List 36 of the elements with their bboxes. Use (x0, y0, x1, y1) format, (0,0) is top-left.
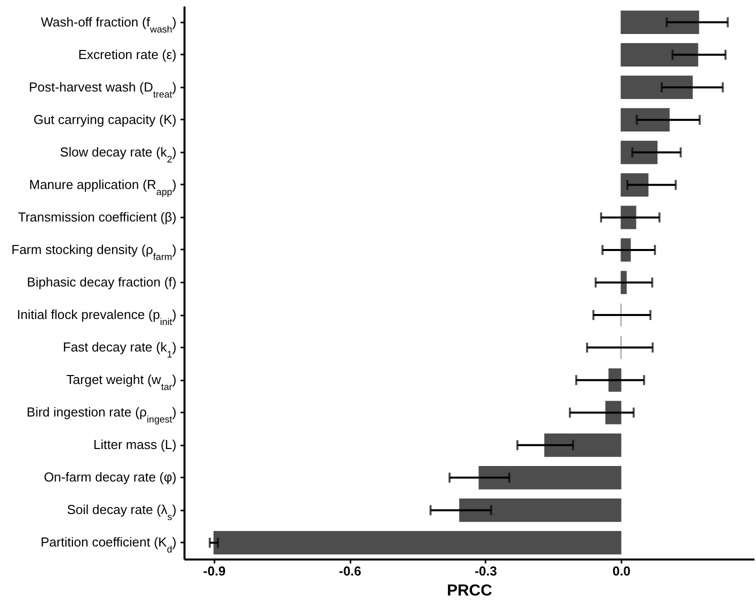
bar (605, 400, 622, 424)
bar (620, 10, 700, 34)
y-tick-label: Excretion rate (ε) (78, 46, 176, 62)
bar (544, 433, 622, 457)
bar (214, 531, 622, 554)
y-tick-label: Biphasic decay fraction (f) (26, 274, 176, 290)
y-tick-label: Manure application (R$_{app}$) (29, 176, 176, 198)
bar (620, 43, 698, 66)
bar (620, 76, 693, 100)
y-tick-label: Partition coefficient (K$_{d}$) (40, 534, 176, 556)
y-tick-label: Gut carrying capacity (K) (33, 112, 176, 127)
bar (620, 140, 658, 164)
y-tick-label: Post-harvest wash (D$_{treat}$) (28, 79, 176, 100)
x-tick-label: 0.0 (612, 564, 631, 578)
bar (459, 498, 622, 522)
y-tick-label: Farm stocking density (ρ$_{farm}$) (11, 242, 176, 262)
bar (620, 206, 636, 230)
y-tick-label: Soil decay rate (λ$_{s}$) (66, 502, 176, 523)
y-tick-label: Bird ingestion rate (ρ$_{ingest}$) (26, 404, 176, 426)
x-tick-label: -0.6 (338, 564, 362, 578)
x-tick-label: -0.3 (474, 564, 497, 578)
y-tick-label: Litter mass (L) (93, 437, 176, 452)
bar (608, 368, 622, 392)
y-tick-label: Wash-off fraction (f$_{wash}$) (40, 14, 176, 35)
y-tick-label: On-farm decay rate (φ) (44, 470, 176, 485)
x-axis-title: PRCC (446, 582, 493, 600)
y-tick-label: Slow decay rate (k$_{2}$) (60, 144, 176, 165)
y-tick-label: Initial flock prevalence (p$_{init}$) (16, 307, 176, 328)
bar (620, 108, 670, 132)
y-tick-label: Fast decay rate (k$_{1}$) (62, 340, 176, 360)
bar (620, 270, 627, 294)
x-tick-label: -0.9 (203, 564, 226, 578)
y-tick-label: Target weight (w$_{tar}$) (66, 372, 176, 393)
bar (620, 238, 631, 262)
y-tick-label: Transmission coefficient (β) (18, 209, 176, 224)
bar (478, 466, 622, 490)
